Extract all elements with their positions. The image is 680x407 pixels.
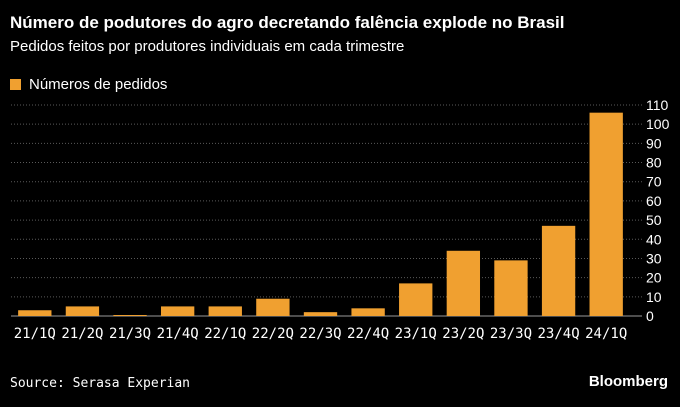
x-tick-label: 21/2Q	[61, 326, 103, 342]
legend-swatch	[10, 79, 21, 90]
x-tick-label: 21/3Q	[109, 326, 151, 342]
bar-22-1Q	[208, 306, 242, 316]
bar-22-4Q	[351, 308, 385, 316]
legend-label: Números de pedidos	[29, 76, 168, 93]
y-tick-label: 40	[646, 231, 662, 247]
y-tick-label: 80	[646, 155, 662, 171]
bar-24-1Q	[589, 112, 623, 316]
x-tick-label: 22/3Q	[299, 326, 341, 342]
bar-22-2Q	[256, 298, 290, 316]
bar-23-4Q	[541, 225, 576, 316]
y-tick-label: 50	[646, 212, 662, 228]
x-tick-label: 21/4Q	[157, 326, 199, 342]
y-tick-label: 0	[646, 308, 654, 324]
y-tick-label: 60	[646, 193, 662, 209]
chart-subtitle: Pedidos feitos por produtores individuai…	[10, 38, 405, 55]
bar-21-1Q	[18, 310, 52, 316]
x-tick-label: 22/1Q	[204, 326, 246, 342]
x-tick-label: 23/1Q	[395, 326, 437, 342]
y-tick-label: 70	[646, 174, 662, 190]
y-tick-label: 10	[646, 289, 662, 305]
x-tick-label: 22/4Q	[347, 326, 389, 342]
bar-21-4Q	[160, 306, 195, 316]
chart-title: Número de podutores do agro decretando f…	[10, 13, 565, 32]
bar-21-3Q	[113, 315, 147, 316]
bar-21-2Q	[65, 306, 100, 316]
x-tick-label: 23/3Q	[490, 326, 532, 342]
source-note: Source: Serasa Experian	[10, 376, 191, 391]
legend: Números de pedidos	[10, 76, 167, 93]
y-tick-label: 100	[646, 116, 670, 132]
y-tick-label: 90	[646, 135, 662, 151]
x-tick-label: 22/2Q	[252, 326, 294, 342]
y-tick-label: 30	[646, 250, 662, 266]
x-axis-ticks: 21/1Q 21/2Q 21/3Q 21/4Q 22/1Q 22/2Q 22/3Q 22/4Q…	[14, 326, 628, 342]
y-tick-label: 110	[646, 97, 669, 113]
bar-22-3Q	[303, 312, 338, 316]
bar-23-2Q	[446, 250, 481, 316]
bar-23-3Q	[494, 260, 528, 316]
x-tick-label: 21/1Q	[14, 326, 56, 342]
brand-logo: Bloomberg	[588, 373, 668, 390]
x-tick-label: 23/2Q	[442, 326, 484, 342]
bar-23-1Q	[399, 283, 433, 316]
x-tick-label: 24/1Q	[585, 326, 627, 342]
y-axis-ticks: 0 10 20 30 40 50 60 70 80 90 100 110	[646, 97, 670, 324]
x-tick-label: 23/4Q	[537, 326, 579, 342]
y-tick-label: 20	[646, 270, 662, 286]
bars	[18, 112, 623, 316]
